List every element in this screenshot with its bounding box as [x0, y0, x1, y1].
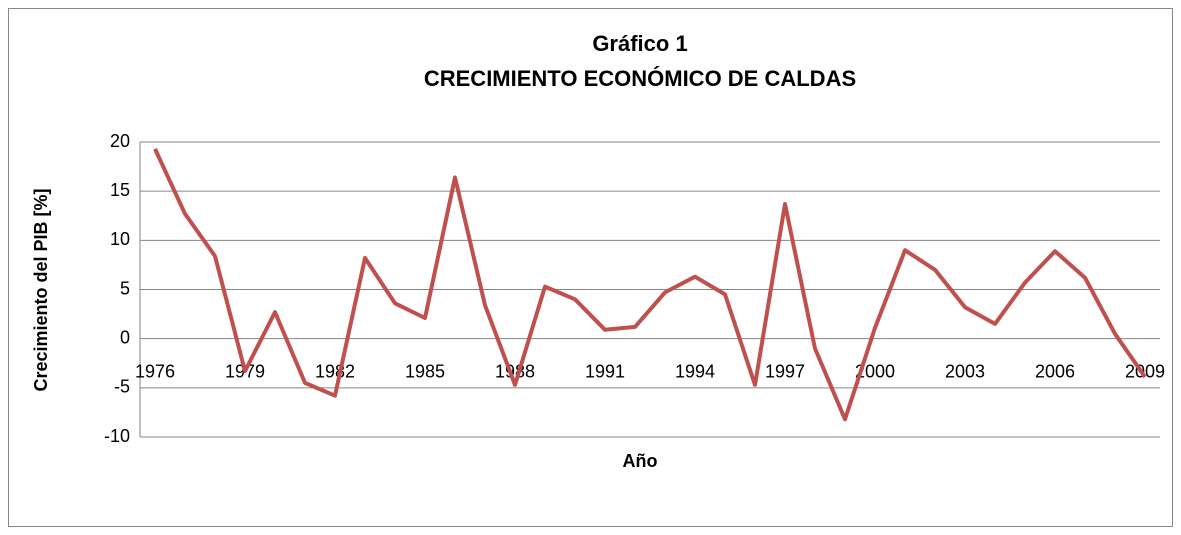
- x-tick-label: 2000: [855, 361, 895, 381]
- chart-frame: [8, 8, 1173, 527]
- y-tick-label: -5: [114, 377, 130, 397]
- x-tick-label: 2003: [945, 361, 985, 381]
- chart-subtitle: CRECIMIENTO ECONÓMICO DE CALDAS: [424, 66, 856, 91]
- x-tick-label: 1994: [675, 361, 715, 381]
- x-tick-label: 1976: [135, 361, 175, 381]
- x-tick-label: 1982: [315, 361, 355, 381]
- series-line: [153, 148, 1147, 422]
- y-tick-label: 5: [120, 278, 130, 298]
- y-tick-label: 10: [110, 229, 130, 249]
- chart-title: Gráfico 1: [592, 31, 687, 56]
- x-axis-title: Año: [623, 451, 658, 471]
- y-axis-title: Crecimiento del PIB [%]: [31, 188, 51, 391]
- y-tick-label: 0: [120, 327, 130, 347]
- x-tick-label: 2006: [1035, 361, 1075, 381]
- x-tick-label: 1988: [495, 361, 535, 381]
- x-tick-label: 1985: [405, 361, 445, 381]
- x-tick-label: 2009: [1125, 361, 1165, 381]
- y-tick-label: -10: [104, 426, 130, 446]
- y-tick-label: 20: [110, 131, 130, 151]
- x-tick-label: 1991: [585, 361, 625, 381]
- x-tick-label: 1997: [765, 361, 805, 381]
- y-tick-label: 15: [110, 180, 130, 200]
